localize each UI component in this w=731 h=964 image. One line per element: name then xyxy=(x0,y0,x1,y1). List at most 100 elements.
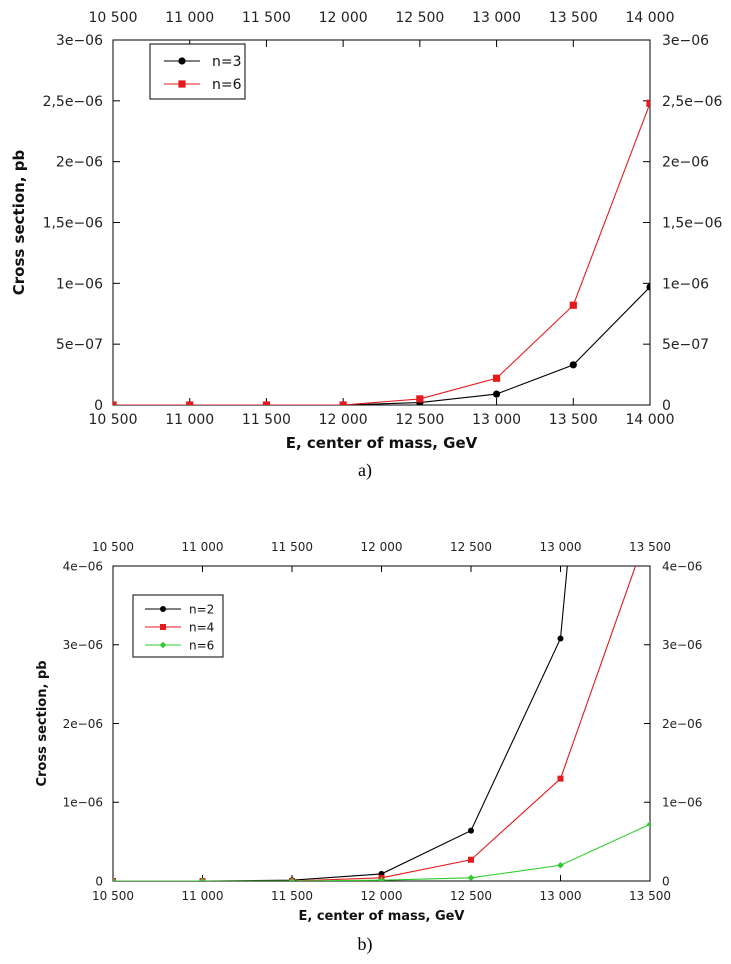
x-tick-label-top: 13 500 xyxy=(549,10,598,26)
y-tick-label-right: 0 xyxy=(662,874,670,888)
data-point xyxy=(569,361,577,369)
y-tick-label-right: 2e−06 xyxy=(662,155,709,171)
x-tick-label: 10 500 xyxy=(89,412,138,428)
y-tick-label: 1,5e−06 xyxy=(43,216,104,232)
x-tick-label: 14 000 xyxy=(626,412,675,428)
x-tick-label: 13 000 xyxy=(472,412,521,428)
data-point xyxy=(646,283,650,291)
data-point xyxy=(160,606,166,612)
data-point xyxy=(569,301,577,309)
x-tick-label-top: 10 500 xyxy=(92,540,134,554)
data-point xyxy=(557,635,564,642)
data-point xyxy=(557,861,564,869)
x-tick-label-top: 11 000 xyxy=(165,10,214,26)
data-point xyxy=(339,401,347,405)
y-tick-label-right: 2e−06 xyxy=(662,717,702,731)
chart-panel-a: 10 500 10 500 11 000 11 000 11 500 11 500 12 0… xyxy=(10,10,723,481)
y-tick-label: 1e−06 xyxy=(56,276,103,292)
data-point xyxy=(113,401,117,405)
data-point xyxy=(159,641,167,649)
x-tick-label-top: 10 500 xyxy=(89,10,138,26)
y-tick-label: 4e−06 xyxy=(63,559,103,573)
legend-box xyxy=(132,594,224,658)
series-n-2 xyxy=(199,566,568,881)
data-point xyxy=(113,877,117,881)
x-tick-label-top: 13 000 xyxy=(540,540,582,554)
x-tick-label: 13 500 xyxy=(629,889,671,903)
y-tick-label: 0 xyxy=(95,874,103,888)
data-point xyxy=(186,401,194,405)
data-point xyxy=(467,874,475,881)
figure-caption: b) xyxy=(358,934,373,955)
y-tick-label-right: 3e−06 xyxy=(662,33,709,49)
y-tick-label: 3e−06 xyxy=(56,33,103,49)
x-axis-label: E, center of mass, GeV xyxy=(286,434,478,452)
y-tick-label: 3e−06 xyxy=(63,638,103,652)
series-n-6 xyxy=(113,821,650,881)
y-tick-label-right: 3e−06 xyxy=(662,638,702,652)
y-tick-label-right: 1,5e−06 xyxy=(662,216,723,232)
y-tick-label-right: 0 xyxy=(662,398,671,414)
x-tick-label: 12 500 xyxy=(450,889,492,903)
y-tick-label: 2e−06 xyxy=(63,717,103,731)
y-tick-label: 2,5e−06 xyxy=(43,94,104,110)
x-tick-label: 10 500 xyxy=(92,889,134,903)
chart-panel-b: 10 500 10 500 11 000 11 000 11 500 11 500 12 0… xyxy=(35,540,702,955)
legend: n=2 n=4 n=6 xyxy=(132,594,224,658)
y-tick-label: 1e−06 xyxy=(63,796,103,810)
y-axis-label: Cross section, pb xyxy=(35,660,50,786)
legend-label: n=4 xyxy=(189,620,214,634)
data-point xyxy=(378,876,385,881)
data-point xyxy=(492,374,501,382)
x-tick-label-top: 12 500 xyxy=(395,10,444,26)
x-tick-label: 12 000 xyxy=(361,889,403,903)
x-axis-label: E, center of mass, GeV xyxy=(298,909,464,924)
x-tick-label-top: 12 000 xyxy=(361,540,403,554)
x-tick-label: 12 000 xyxy=(319,412,368,428)
x-tick-label-top: 13 000 xyxy=(472,10,521,26)
y-axis-label: Cross section, pb xyxy=(10,150,28,296)
figure-caption: a) xyxy=(358,460,372,481)
legend-label: n=2 xyxy=(189,602,214,616)
x-tick-label: 13 500 xyxy=(549,412,598,428)
x-tick-label-top: 12 000 xyxy=(319,10,368,26)
y-tick-label-right: 2,5e−06 xyxy=(662,94,723,110)
legend: n=3n=6 xyxy=(149,43,246,100)
y-tick-label-right: 4e−06 xyxy=(662,559,702,573)
data-point xyxy=(646,99,650,107)
x-tick-label: 11 500 xyxy=(271,889,313,903)
y-tick-label-right: 1e−06 xyxy=(662,796,702,810)
x-tick-label-top: 11 000 xyxy=(182,540,224,554)
y-tick-label: 5e−07 xyxy=(56,337,103,353)
data-point xyxy=(178,80,186,88)
y-tick-label: 2e−06 xyxy=(56,155,103,171)
x-tick-label: 13 000 xyxy=(540,889,582,903)
x-tick-label-top: 11 500 xyxy=(242,10,291,26)
data-point xyxy=(178,57,186,65)
legend-box xyxy=(149,43,246,100)
data-point xyxy=(199,877,206,881)
series-line xyxy=(202,566,568,881)
y-tick-label: 0 xyxy=(94,398,103,414)
legend-label: n=6 xyxy=(189,638,214,652)
x-tick-label-top: 14 000 xyxy=(626,10,675,26)
x-tick-label-top: 13 500 xyxy=(629,540,671,554)
data-point xyxy=(468,856,474,863)
data-point xyxy=(646,821,650,828)
x-tick-label-top: 12 500 xyxy=(450,540,492,554)
y-tick-label-right: 5e−07 xyxy=(662,337,709,353)
series-n-6 xyxy=(113,99,650,405)
data-point xyxy=(468,827,474,834)
legend-label: n=3 xyxy=(212,54,242,70)
x-tick-label: 11 000 xyxy=(182,889,224,903)
x-tick-label-top: 11 500 xyxy=(271,540,313,554)
series-line xyxy=(113,286,650,405)
data-point xyxy=(288,877,296,881)
x-tick-label: 11 000 xyxy=(165,412,214,428)
data-point xyxy=(160,624,166,630)
data-point xyxy=(557,775,564,782)
x-tick-label: 11 500 xyxy=(242,412,291,428)
data-point xyxy=(262,401,271,405)
data-point xyxy=(492,390,501,398)
